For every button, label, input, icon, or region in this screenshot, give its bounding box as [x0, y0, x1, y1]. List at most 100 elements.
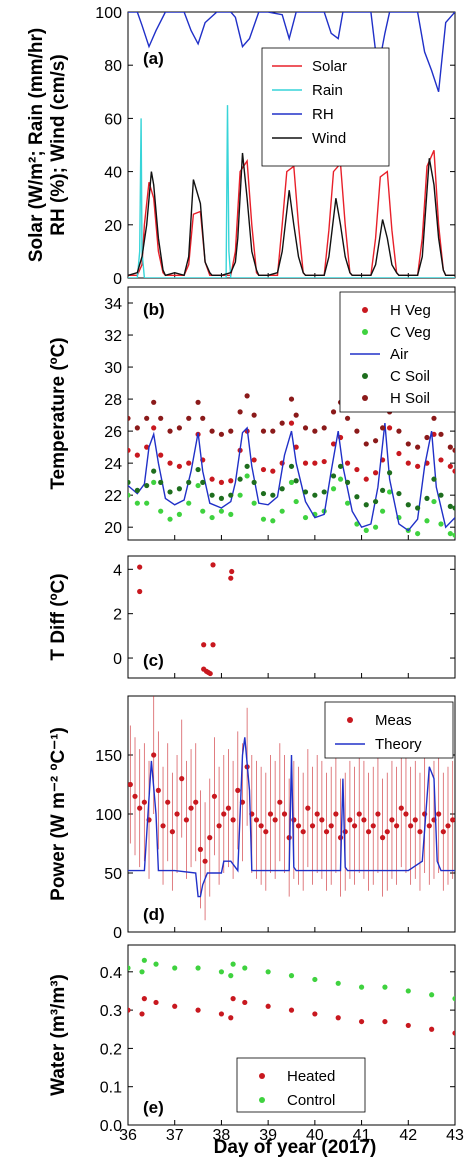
- legend-box: [324, 701, 454, 759]
- data-point: [176, 463, 182, 469]
- legend-swatch: [362, 307, 368, 313]
- data-point: [260, 490, 267, 497]
- data-point: [344, 460, 351, 466]
- data-point: [251, 479, 257, 485]
- panel-frame: [127, 286, 456, 541]
- panel-label: (a): [143, 49, 164, 68]
- y-tick-label: 28: [104, 392, 122, 409]
- data-point: [200, 479, 206, 485]
- data-point: [228, 428, 234, 434]
- data-point: [312, 428, 318, 434]
- data-point: [200, 415, 206, 421]
- y-tick-label: 40: [104, 165, 122, 182]
- data-point: [151, 479, 157, 485]
- data-point: [354, 428, 360, 434]
- y-tick-label: 0.4: [100, 965, 122, 982]
- data-point: [210, 562, 216, 568]
- y-tick-label: 150: [95, 748, 122, 765]
- data-point: [207, 670, 213, 677]
- data-point: [363, 476, 369, 482]
- data-point: [244, 393, 250, 399]
- data-point: [279, 420, 285, 426]
- data-point: [137, 588, 143, 595]
- y-tick-label: 30: [104, 360, 122, 377]
- legend-label: RH: [312, 106, 334, 123]
- data-point: [363, 527, 369, 533]
- data-point: [160, 823, 166, 829]
- data-point: [396, 490, 402, 497]
- data-point: [440, 829, 446, 835]
- data-point: [302, 460, 309, 466]
- data-point: [167, 460, 173, 466]
- panel-label: (e): [143, 1098, 164, 1117]
- panel-d: 0 50 100 150 (d) Power (W m⁻² ºC⁻¹) Meas Theory: [48, 695, 456, 942]
- data-point: [186, 479, 192, 485]
- data-point: [209, 514, 215, 521]
- data-point: [151, 425, 157, 431]
- data-point: [134, 500, 140, 506]
- data-point: [335, 980, 341, 986]
- data-point: [431, 415, 437, 421]
- data-point: [197, 846, 204, 853]
- legend-box: [339, 291, 456, 413]
- data-point: [258, 823, 264, 829]
- data-point: [207, 835, 213, 841]
- legend-swatch: [362, 329, 368, 335]
- x-axis-label: Day of year (2017): [214, 1137, 377, 1158]
- data-point: [195, 399, 201, 405]
- data-point: [323, 829, 330, 835]
- data-point: [128, 781, 133, 788]
- data-point: [211, 793, 218, 799]
- data-point: [302, 489, 309, 495]
- legend-label: C Veg: [390, 324, 431, 341]
- data-point: [230, 961, 236, 967]
- data-point: [295, 823, 302, 829]
- data-point: [330, 409, 337, 415]
- legend-label: Meas: [375, 712, 412, 729]
- data-point: [321, 458, 327, 465]
- data-point: [144, 500, 150, 506]
- data-point: [134, 425, 140, 431]
- data-point: [139, 1011, 145, 1017]
- data-point: [312, 460, 318, 466]
- data-point: [447, 530, 453, 537]
- data-point: [424, 495, 430, 501]
- y-tick-label: 60: [104, 111, 122, 128]
- data-point: [293, 412, 299, 418]
- data-point: [209, 492, 215, 498]
- x-tick-label: 39: [259, 1127, 277, 1144]
- legend-swatch: [259, 1097, 265, 1103]
- data-point: [344, 500, 351, 506]
- data-point: [300, 829, 306, 835]
- legend-label: C Soil: [390, 368, 430, 385]
- series-line-theory: [128, 737, 455, 898]
- data-point: [431, 476, 437, 482]
- legend: Heated Control: [236, 1057, 366, 1113]
- data-point: [333, 811, 339, 817]
- data-point: [288, 1007, 295, 1013]
- legend-label: H Veg: [390, 302, 431, 319]
- data-point: [452, 996, 455, 1002]
- data-point: [438, 521, 444, 527]
- y-axis-label-line1: Solar (W/m²; Rain (mm/hr): [26, 28, 47, 262]
- data-point: [452, 468, 455, 474]
- data-point: [394, 823, 400, 829]
- data-point: [167, 489, 173, 495]
- data-point: [209, 428, 215, 434]
- data-point: [251, 412, 257, 418]
- data-point: [384, 829, 390, 835]
- x-tick-label: 41: [353, 1127, 371, 1144]
- panel-label: (d): [143, 905, 165, 924]
- data-point: [302, 514, 309, 521]
- data-point: [158, 479, 164, 485]
- data-point: [260, 428, 267, 434]
- data-point: [151, 468, 157, 474]
- data-point: [358, 984, 365, 990]
- data-point: [201, 642, 207, 648]
- y-tick-label: 0: [113, 925, 122, 942]
- x-tick-label: 42: [399, 1127, 417, 1144]
- data-point: [151, 399, 157, 405]
- data-point: [144, 415, 150, 421]
- y-tick-label: 50: [104, 866, 122, 883]
- data-point: [270, 468, 276, 474]
